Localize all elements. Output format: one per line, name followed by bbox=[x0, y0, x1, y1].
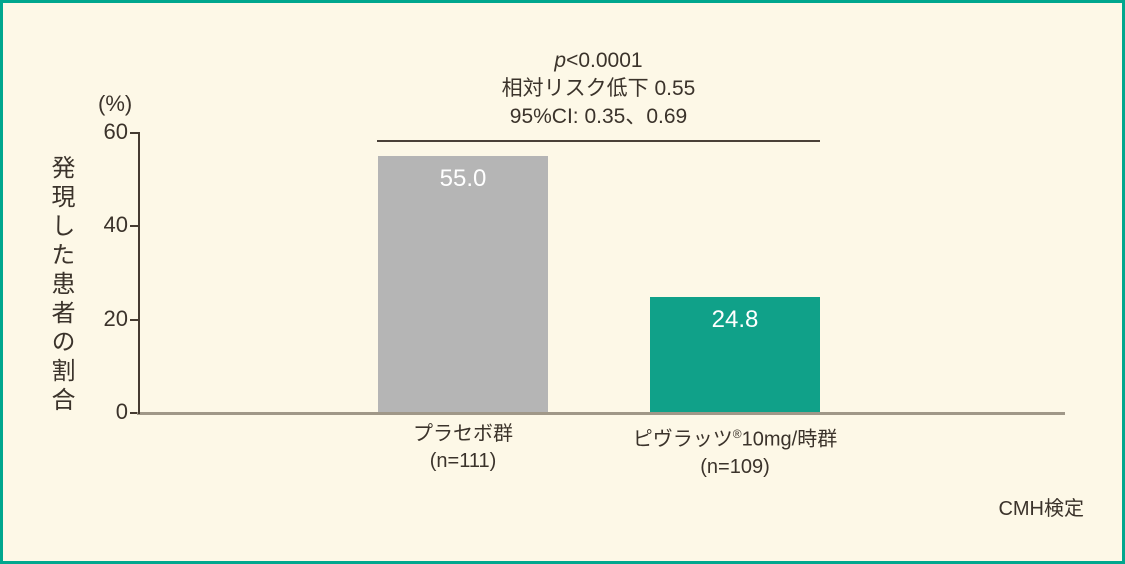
test-method-label: CMH検定 bbox=[998, 498, 1084, 520]
bar-value-label: 24.8 bbox=[711, 306, 759, 334]
p-italic: p bbox=[554, 49, 567, 72]
x-category-n: (n=109) bbox=[700, 455, 770, 478]
y-tick-label: 60 bbox=[103, 119, 128, 144]
relative-risk-label: 相対リスク低下 0.55 bbox=[501, 77, 696, 100]
y-tick-mark bbox=[130, 225, 139, 228]
x-category-n: (n=111) bbox=[429, 450, 497, 472]
y-tick-label: 20 bbox=[103, 305, 128, 331]
y-tick-mark bbox=[130, 318, 139, 321]
bar-value-label: 55.0 bbox=[439, 165, 487, 193]
y-tick-mark bbox=[130, 132, 139, 134]
x-category-name: ピヴラッツ®10mg/時群 bbox=[632, 427, 838, 451]
x-axis-line bbox=[137, 412, 1065, 415]
bar-1: 24.8 bbox=[650, 297, 820, 413]
stats-annotation: p<0.0001 相対リスク低下 0.55 95%CI: 0.35、0.69 bbox=[377, 47, 820, 131]
bar-0: 55.0 bbox=[378, 156, 548, 413]
x-category-label: プラセボ群 (n=111) bbox=[303, 421, 623, 475]
x-category-name: プラセボ群 bbox=[413, 423, 513, 445]
x-category-label: ピヴラッツ®10mg/時群 (n=109) bbox=[575, 421, 895, 481]
y-axis-line bbox=[138, 132, 140, 414]
comparison-bracket-line bbox=[377, 140, 820, 142]
p-value-label: p<0.0001 bbox=[377, 47, 820, 75]
confidence-interval-label: 95%CI: 0.35、0.69 bbox=[509, 105, 688, 128]
registered-mark: ® bbox=[732, 427, 742, 441]
y-axis-title: 発現した患者の割合 bbox=[47, 155, 74, 416]
y-tick-label: 40 bbox=[103, 212, 128, 238]
y-tick-label: 0 bbox=[115, 399, 128, 424]
y-axis-unit-label: (%) bbox=[98, 91, 133, 116]
p-value-text: <0.0001 bbox=[566, 49, 643, 72]
y-tick-mark bbox=[130, 412, 139, 414]
